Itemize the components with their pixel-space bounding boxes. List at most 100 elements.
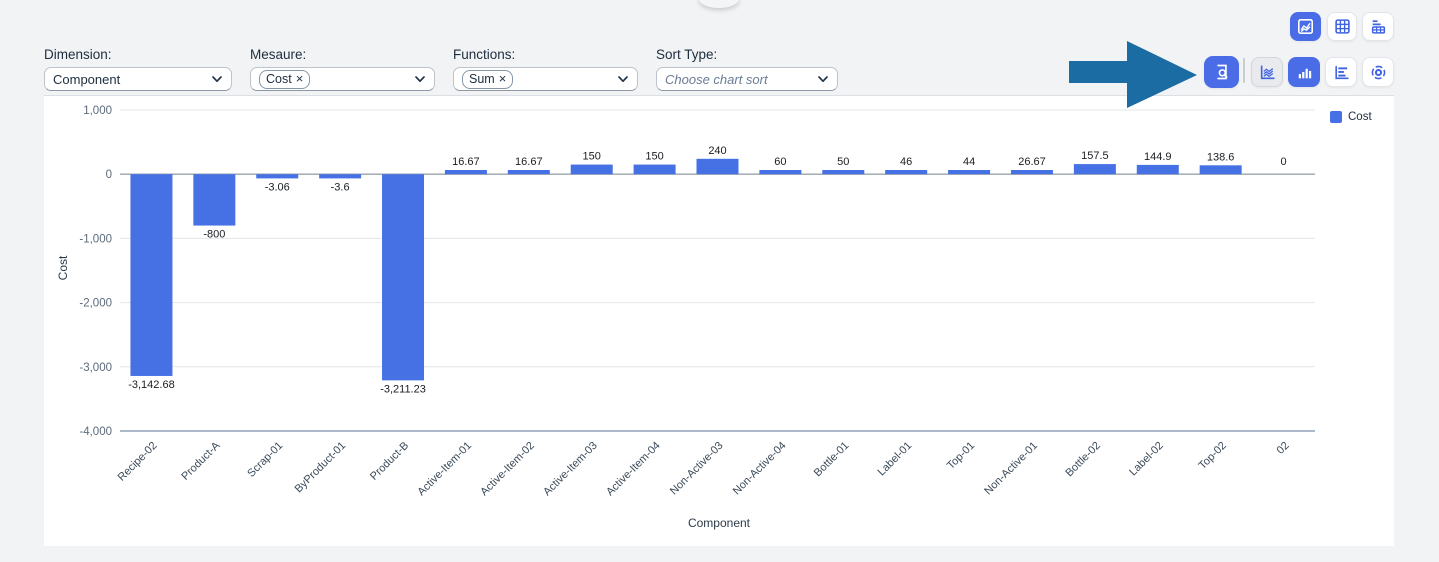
category-label: Label-01 — [876, 440, 915, 479]
bar[interactable] — [130, 174, 173, 376]
bar[interactable] — [633, 164, 676, 175]
y-tick-label: -3,000 — [79, 362, 112, 374]
category-label: Top-02 — [1197, 440, 1229, 472]
value-label: -3,211.23 — [380, 383, 426, 395]
chevron-down-icon — [212, 76, 222, 83]
category-label: Active-Item-01 — [415, 440, 474, 499]
value-label: 46 — [900, 156, 912, 168]
bar[interactable] — [444, 170, 487, 175]
bar-chart: 1,000 0 -1,000 -2,000 -3,000 -4,000 -3,142.68 R… — [79, 105, 1315, 499]
value-label: 16.67 — [515, 156, 543, 168]
bar[interactable] — [507, 170, 550, 175]
value-label: -3.06 — [265, 181, 290, 193]
dimension-value: Component — [53, 71, 121, 87]
chevron-down-icon — [618, 76, 628, 83]
value-label: -3.6 — [331, 181, 350, 193]
chart-legend: Cost — [1330, 111, 1372, 123]
value-label: 60 — [774, 156, 786, 168]
bar[interactable] — [759, 170, 802, 175]
bar[interactable] — [570, 164, 613, 175]
bar-chart-type-button[interactable] — [1325, 57, 1357, 87]
category-label: Non-Active-04 — [731, 440, 789, 498]
value-label: -3,142.68 — [128, 379, 174, 391]
x-axis-title: Component — [687, 516, 751, 530]
value-label: 0 — [1280, 156, 1286, 168]
y-tick-label: -4,000 — [79, 426, 112, 438]
value-label: 50 — [837, 156, 849, 168]
bar[interactable] — [885, 170, 928, 175]
measure-label: Mesaure: — [250, 47, 307, 62]
bar[interactable] — [256, 174, 299, 179]
bar-chart-icon — [1334, 65, 1349, 79]
legend-label: Cost — [1348, 111, 1372, 123]
bar[interactable] — [1199, 165, 1242, 175]
function-chip[interactable]: Sum × — [462, 69, 514, 89]
value-label: 144.9 — [1144, 151, 1172, 163]
bar[interactable] — [319, 174, 362, 179]
category-label: Product-B — [368, 440, 411, 483]
value-label: 44 — [963, 156, 975, 168]
chart-table-view-icon — [1371, 20, 1385, 34]
category-label: ByProduct-01 — [293, 440, 349, 496]
category-label: Bottle-01 — [812, 440, 852, 480]
column-chart-icon — [1298, 68, 1311, 78]
sort-type-select[interactable]: Choose chart sort — [656, 67, 838, 91]
chevron-down-icon — [818, 76, 828, 83]
bar[interactable] — [1010, 170, 1053, 175]
category-label: Label-02 — [1127, 440, 1166, 479]
y-tick-label: 0 — [106, 169, 112, 181]
value-label: -800 — [203, 229, 225, 241]
bar[interactable] — [382, 174, 425, 381]
value-label: 150 — [645, 151, 663, 163]
measure-select[interactable]: Cost × — [250, 67, 435, 91]
bar[interactable] — [822, 170, 865, 175]
bar[interactable] — [1073, 164, 1116, 175]
dimension-label: Dimension: — [44, 47, 112, 62]
chip-remove-icon[interactable]: × — [498, 71, 507, 86]
category-label: Active-Item-02 — [478, 440, 537, 499]
value-label: 16.67 — [452, 156, 480, 168]
category-label: Scrap-01 — [245, 440, 285, 480]
chip-remove-icon[interactable]: × — [295, 71, 304, 86]
y-tick-label: -1,000 — [79, 233, 112, 245]
measure-chip[interactable]: Cost × — [259, 69, 311, 89]
category-label: Active-Item-04 — [604, 440, 663, 499]
column-chart-type-button[interactable] — [1288, 57, 1320, 87]
y-axis-title: Cost — [56, 255, 70, 281]
table-view-button[interactable] — [1327, 12, 1357, 41]
category-label: 02 — [1275, 440, 1292, 457]
value-label: 150 — [583, 151, 601, 163]
sort-type-placeholder: Choose chart sort — [665, 71, 768, 87]
bar[interactable] — [948, 170, 991, 175]
bar[interactable] — [1136, 164, 1179, 175]
donut-chart-type-button[interactable] — [1362, 57, 1394, 87]
category-label: Non-Active-01 — [982, 440, 1040, 498]
chart-table-view-button[interactable] — [1362, 12, 1394, 41]
bar[interactable] — [696, 158, 739, 175]
category-label: Recipe-02 — [116, 440, 160, 484]
chart-view-button[interactable] — [1290, 12, 1321, 41]
category-label: Bottle-02 — [1063, 440, 1103, 480]
area-chart-icon — [1260, 64, 1275, 79]
chart-card: Cost 1,000 0 -1,000 -2,000 -3,000 -4,000 -3,14… — [44, 95, 1394, 546]
category-label: Active-Item-03 — [541, 440, 600, 499]
toolbar-separator — [1243, 58, 1245, 83]
category-label: Top-01 — [945, 440, 977, 472]
explore-details-button[interactable] — [1204, 56, 1239, 88]
y-tick-label: 1,000 — [83, 105, 112, 117]
functions-label: Functions: — [453, 47, 516, 62]
y-tick-label: -2,000 — [79, 298, 112, 310]
line-chart-type-button[interactable] — [1251, 57, 1283, 87]
chart-view-icon — [1298, 19, 1313, 34]
functions-select[interactable]: Sum × — [453, 67, 638, 91]
donut-chart-icon — [1371, 65, 1385, 79]
bar[interactable] — [193, 174, 236, 226]
category-label: Product-A — [179, 439, 223, 483]
doc-search-icon — [1216, 64, 1228, 80]
dimension-select[interactable]: Component — [44, 67, 232, 91]
value-label: 26.67 — [1018, 156, 1046, 168]
sort-type-label: Sort Type: — [656, 47, 718, 62]
value-label: 138.6 — [1207, 151, 1235, 163]
value-label: 240 — [708, 145, 726, 157]
